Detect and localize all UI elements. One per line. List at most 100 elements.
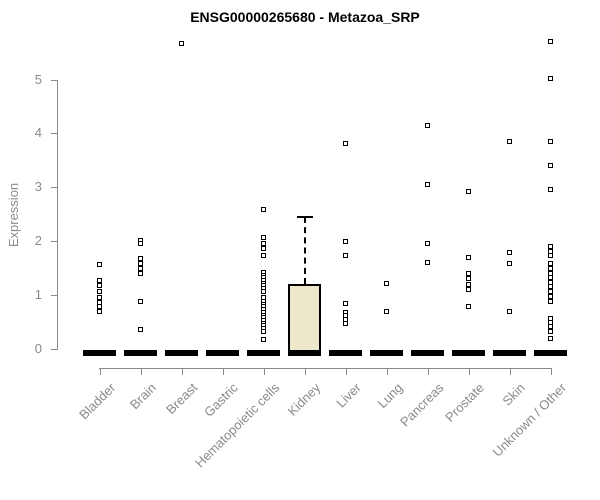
outlier-point [548, 299, 553, 305]
outlier-point [261, 240, 266, 246]
median-bar [124, 350, 157, 356]
whisker-cap [296, 215, 313, 218]
x-tick-label: Kidney [284, 380, 324, 419]
x-tick-label: Lung [374, 380, 406, 412]
outlier-point [261, 337, 266, 343]
outlier-point [548, 265, 553, 271]
median-bar [452, 350, 485, 356]
x-tick-label: Unknown / Other [489, 380, 570, 460]
outlier-point [343, 252, 348, 258]
outlier-point [138, 265, 143, 271]
outlier-point [507, 308, 512, 314]
x-tick-label: Liver [333, 380, 365, 411]
outlier-point [466, 287, 471, 293]
outlier-point [261, 288, 266, 294]
x-tick-label: Breast [162, 380, 201, 418]
y-tick [51, 187, 57, 189]
median-bar [534, 350, 567, 356]
outlier-point [466, 270, 471, 276]
x-tick [345, 368, 347, 375]
y-tick [51, 133, 57, 135]
x-tick [181, 368, 183, 375]
outlier-point [384, 308, 389, 314]
outlier-point [138, 255, 143, 261]
outlier-point [548, 75, 553, 81]
outlier-point [548, 274, 553, 280]
outlier-point [261, 328, 266, 334]
median-bar [411, 350, 444, 356]
whisker [303, 216, 306, 285]
y-tick [51, 79, 57, 81]
outlier-point [507, 250, 512, 256]
y-tick [51, 295, 57, 297]
outlier-point [179, 40, 184, 46]
x-tick [386, 368, 388, 375]
x-tick-label: Pancreas [396, 380, 447, 430]
outlier-point [97, 299, 102, 305]
outlier-point [548, 289, 553, 295]
y-tick-label: 1 [34, 287, 42, 303]
outlier-point [343, 141, 348, 147]
x-tick [263, 368, 265, 375]
outlier-point [425, 241, 430, 247]
x-tick-label: Gastric [201, 380, 242, 420]
outlier-point [507, 138, 512, 144]
median-bar [329, 350, 362, 356]
x-tick-label: Skin [499, 380, 529, 409]
outlier-point [97, 278, 102, 284]
outlier-point [548, 138, 553, 144]
x-tick [99, 368, 101, 375]
median-bar [206, 350, 239, 356]
y-tick [51, 349, 57, 350]
x-axis-line [99, 368, 552, 369]
outlier-point [97, 288, 102, 294]
x-tick-label: Brain [127, 380, 160, 413]
outlier-point [97, 304, 102, 310]
y-tick-label: 2 [34, 233, 42, 249]
outlier-point [343, 301, 348, 307]
outlier-point [548, 186, 553, 192]
outlier-point [261, 207, 266, 213]
box [288, 284, 321, 352]
outlier-point [548, 283, 553, 289]
outlier-point [548, 336, 553, 342]
outlier-point [261, 234, 266, 240]
x-tick [304, 368, 306, 375]
y-tick-label: 0 [34, 341, 42, 356]
y-tick-label: 3 [34, 179, 42, 195]
outlier-point [466, 276, 471, 282]
outlier-point [425, 123, 430, 129]
median-bar [247, 350, 280, 356]
outlier-point [507, 260, 512, 266]
outlier-point [466, 255, 471, 261]
outlier-point [548, 39, 553, 45]
outlier-point [548, 294, 553, 300]
x-tick [140, 368, 142, 375]
x-tick [550, 368, 552, 375]
y-axis-line [57, 79, 58, 350]
y-tick-label: 4 [34, 125, 42, 141]
outlier-point [97, 262, 102, 268]
outlier-point [466, 304, 471, 310]
outlier-point [138, 327, 143, 333]
outlier-point [548, 162, 553, 168]
median-bar [83, 350, 116, 356]
x-tick [222, 368, 224, 375]
chart-title: ENSG00000265680 - Metazoa_SRP [190, 9, 420, 25]
median-bar [288, 350, 321, 356]
outlier-point [138, 241, 143, 247]
x-tick [468, 368, 470, 375]
outlier-point [261, 253, 266, 259]
outlier-point [548, 253, 553, 259]
median-bar [493, 350, 526, 356]
y-tick [51, 241, 57, 243]
outlier-point [548, 328, 553, 334]
outlier-point [425, 181, 430, 187]
outlier-point [97, 283, 102, 289]
median-bar [165, 350, 198, 356]
outlier-point [548, 244, 553, 250]
outlier-point [138, 270, 143, 276]
x-tick-label: Prostate [442, 380, 488, 425]
outlier-point [425, 260, 430, 266]
